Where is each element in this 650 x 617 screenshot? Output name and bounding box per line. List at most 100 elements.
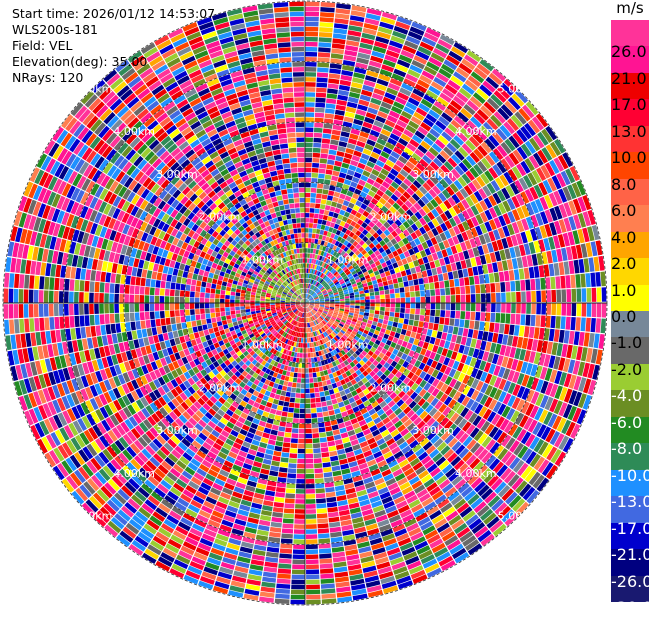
range-gate-cell: [506, 303, 511, 313]
range-gate-cell: [305, 399, 310, 404]
range-gate-cell: [313, 378, 317, 383]
range-gate-cell: [296, 494, 305, 499]
range-gate-cell: [305, 122, 314, 127]
range-gate-cell: [309, 223, 313, 228]
range-gate-cell: [419, 284, 424, 290]
range-gate-cell: [386, 275, 391, 280]
range-gate-cell: [321, 447, 329, 452]
range-gate-cell: [364, 290, 369, 294]
range-gate-cell: [293, 418, 299, 423]
range-gate-cell: [334, 192, 340, 198]
range-gate-cell: [408, 262, 414, 269]
range-gate-cell: [280, 462, 288, 467]
range-gate-cell: [282, 528, 293, 533]
range-gate-cell: [280, 416, 286, 421]
range-gate-cell: [297, 348, 300, 353]
range-gate-cell: [306, 459, 314, 464]
range-gate-cell: [315, 473, 324, 478]
range-gate-cell: [306, 564, 319, 569]
range-gate-cell: [299, 358, 302, 363]
range-gate-cell: [310, 393, 315, 398]
range-gate-cell: [459, 278, 464, 286]
range-gate-cell: [307, 268, 309, 273]
range-gate-cell: [473, 330, 479, 339]
range-gate-cell: [328, 78, 339, 84]
range-gate-cell: [308, 233, 312, 238]
range-gate-cell: [350, 298, 355, 301]
range-gate-cell: [536, 303, 541, 314]
range-gate-cell: [390, 307, 395, 312]
range-gate-cell: [395, 298, 400, 303]
range-gate-cell: [295, 499, 305, 504]
range-gate-cell: [316, 503, 326, 508]
range-gate-cell: [334, 161, 342, 167]
range-gate-cell: [504, 271, 510, 281]
range-gate-cell: [455, 311, 460, 319]
range-gate-cell: [306, 489, 315, 494]
range-gate-cell: [289, 377, 294, 382]
range-gate-cell: [305, 424, 311, 429]
range-gate-cell: [385, 311, 390, 316]
range-gate-cell: [325, 174, 332, 179]
range-gate-cell: [333, 429, 340, 435]
range-gate-cell: [276, 487, 286, 493]
range-gate-cell: [306, 474, 315, 479]
range-gate-cell: [331, 537, 343, 543]
range-gate-cell: [316, 82, 327, 87]
range-gate-cell: [291, 393, 296, 398]
range-gate-cell: [446, 295, 451, 302]
range-gate-cell: [441, 303, 446, 310]
range-gate-cell: [401, 329, 407, 335]
range-gate-cell: [534, 266, 540, 278]
range-gate-cell: [310, 249, 313, 254]
range-gate-cell: [340, 305, 345, 307]
range-gate-cell: [524, 268, 530, 279]
range-gate-cell: [328, 83, 339, 89]
range-gate-cell: [504, 324, 510, 334]
range-gate-cell: [315, 397, 320, 402]
range-gate-cell: [383, 320, 388, 325]
range-gate-cell: [312, 229, 316, 234]
range-gate-cell: [322, 457, 330, 462]
range-gate-cell: [306, 469, 314, 474]
range-gate-cell: [314, 388, 319, 393]
range-gate-cell: [262, 577, 276, 583]
range-gate-cell: [541, 303, 546, 315]
range-gate-cell: [569, 331, 575, 344]
range-gate-cell: [479, 275, 485, 284]
range-gate-cell: [294, 529, 305, 534]
range-gate-cell: [399, 287, 404, 292]
range-gate-cell: [524, 326, 530, 337]
range-gate-cell: [316, 198, 322, 203]
range-gate-cell: [305, 7, 319, 12]
range-gate-cell: [323, 184, 329, 189]
range-gate-cell: [529, 267, 535, 279]
range-gate-cell: [580, 317, 585, 331]
range-gate-cell: [305, 208, 310, 213]
range-gate-cell: [315, 103, 325, 108]
range-gate-cell: [460, 286, 465, 294]
range-gate-cell: [326, 497, 336, 503]
range-gate-cell: [410, 332, 416, 338]
range-gate-cell: [284, 437, 291, 442]
range-gate-cell: [306, 590, 320, 595]
range-gate-cell: [382, 324, 387, 329]
range-gate-cell: [316, 229, 320, 234]
range-gate-cell: [476, 303, 481, 311]
range-gate-cell: [263, 572, 277, 578]
range-gate-cell: [350, 308, 355, 311]
range-gate-cell: [264, 428, 271, 434]
range-gate-cell: [318, 214, 323, 219]
range-gate-cell: [305, 414, 311, 419]
range-gate-cell: [350, 300, 354, 302]
range-gate-cell: [282, 386, 287, 391]
range-gate-cell: [319, 427, 326, 432]
range-gate-cell: [305, 117, 314, 122]
range-gate-cell: [323, 411, 329, 416]
range-gate-cell: [321, 376, 326, 381]
range-gate-cell: [375, 291, 380, 295]
range-gate-cell: [301, 378, 305, 383]
range-gate-cell: [540, 315, 545, 327]
range-gate-cell: [313, 443, 320, 448]
range-gate-cell: [365, 296, 370, 299]
